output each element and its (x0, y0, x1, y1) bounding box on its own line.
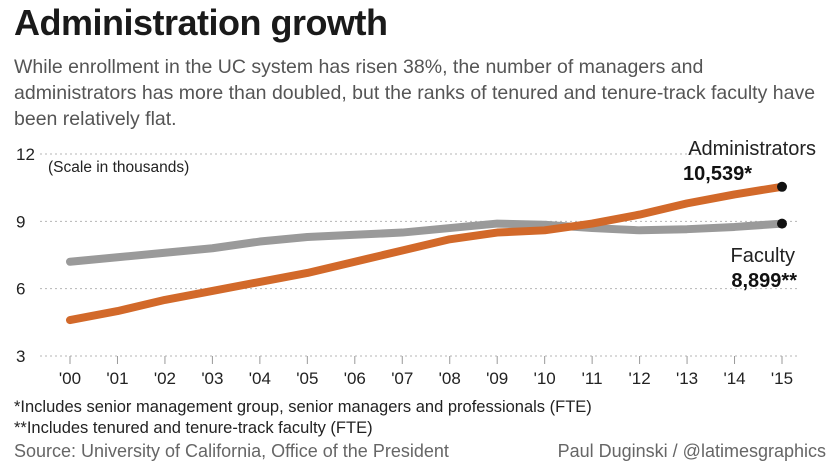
x-tick-label: '02 (154, 369, 176, 388)
x-tick-label: '05 (296, 369, 318, 388)
credit-line: Paul Duginski / @latimesgraphics (557, 441, 826, 461)
x-tick-label: '00 (59, 369, 81, 388)
series-end-point-faculty (777, 218, 787, 229)
x-axis-ticks: '00 '01 '02 '03 '04 '05 '06 '07 '08 '09 '10 '11 '12 '… (59, 356, 793, 388)
series-end-value-administrators: 10,539* (683, 163, 752, 185)
scale-note: (Scale in thousands) (48, 159, 189, 176)
y-tick-label: 3 (16, 347, 25, 366)
chart-title: Administration growth (14, 2, 388, 43)
series-line-faculty (66, 219, 786, 266)
source-line: Source: University of California, Office… (14, 441, 449, 461)
y-tick-label: 6 (16, 280, 25, 299)
x-tick-label: '01 (106, 369, 128, 388)
x-tick-label: '08 (439, 369, 461, 388)
gridlines (40, 153, 800, 357)
series-name-faculty: Faculty (731, 245, 795, 267)
series-line-administrators (66, 182, 786, 325)
x-tick-label: '07 (391, 369, 413, 388)
x-tick-label: '03 (201, 369, 223, 388)
series-end-value-faculty: 8,899** (731, 270, 797, 292)
x-tick-label: '10 (534, 369, 556, 388)
x-tick-label: '06 (344, 369, 366, 388)
series-end-point-administrators (777, 181, 787, 192)
x-tick-label: '13 (676, 369, 698, 388)
y-axis-ticks: 3 6 9 12 (16, 145, 35, 366)
x-tick-label: '04 (249, 369, 271, 388)
x-tick-label: '15 (771, 369, 793, 388)
x-tick-label: '14 (723, 369, 745, 388)
footnote-faculty: **Includes tenured and tenure-track facu… (14, 419, 373, 437)
footnote-administrators: *Includes senior management group, senio… (14, 398, 592, 416)
y-tick-label: 12 (16, 145, 35, 164)
x-tick-label: '11 (582, 369, 603, 388)
x-tick-label: '09 (486, 369, 508, 388)
x-tick-label: '12 (629, 369, 651, 388)
series-lines (66, 181, 787, 325)
y-tick-label: 9 (16, 212, 25, 231)
series-name-administrators: Administrators (688, 138, 816, 160)
chart-subtitle: While enrollment in the UC system has ri… (14, 56, 816, 130)
series-labels: Administrators 10,539* Faculty 8,899** (683, 138, 816, 292)
